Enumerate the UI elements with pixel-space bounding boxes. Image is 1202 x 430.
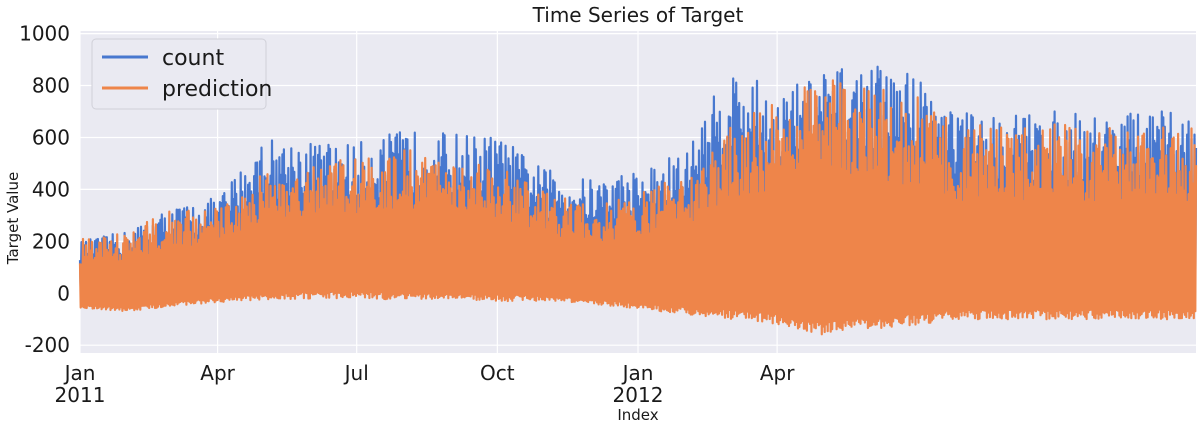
y-tick-label: 600 xyxy=(32,125,70,149)
chart-title: Time Series of Target xyxy=(532,3,744,27)
y-tick-label: 800 xyxy=(32,74,70,98)
x-axis-title: Index xyxy=(617,406,658,424)
y-tick-label: 0 xyxy=(57,281,70,305)
y-tick-label: 200 xyxy=(32,229,70,253)
legend-label: count xyxy=(162,46,224,71)
x-tick-label: Apr xyxy=(200,361,235,385)
x-tick-sublabel: 2011 xyxy=(55,383,106,407)
series-line-prediction xyxy=(78,79,1198,336)
legend-label: prediction xyxy=(162,77,272,102)
y-tick-label: -200 xyxy=(25,333,70,357)
x-tick-sublabel: 2012 xyxy=(613,383,664,407)
legend: count prediction xyxy=(91,38,272,110)
y-axis-ticks: -200 0 200 400 600 800 1000 xyxy=(19,22,70,358)
x-tick-label: Jan xyxy=(63,361,96,385)
x-tick-label: Apr xyxy=(760,361,795,385)
x-tick-label: Oct xyxy=(480,361,515,385)
x-tick-label: Jul xyxy=(343,361,369,385)
x-tick-label: Jan xyxy=(621,361,654,385)
y-tick-label: 1000 xyxy=(19,22,70,46)
y-tick-label: 400 xyxy=(32,177,70,201)
series-lines xyxy=(78,65,1198,336)
y-axis-title: Target Value xyxy=(4,172,22,265)
